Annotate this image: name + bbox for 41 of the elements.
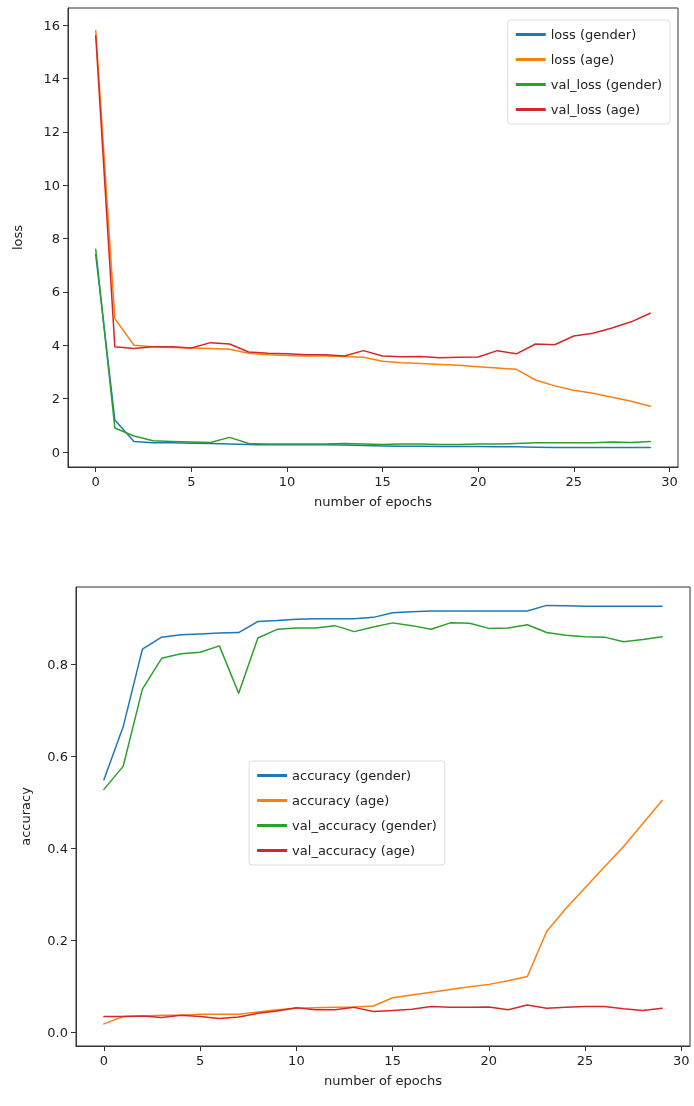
x-tick-label: 20 bbox=[469, 474, 487, 489]
x-tick-label: 20 bbox=[480, 1053, 498, 1068]
x-tick-label: 10 bbox=[288, 1053, 305, 1068]
legend-label: accuracy (age) bbox=[292, 793, 390, 808]
x-axis-title: number of epochs bbox=[324, 1073, 443, 1088]
y-tick-label: 16 bbox=[43, 17, 60, 33]
legend-label: val_accuracy (gender) bbox=[292, 818, 437, 833]
y-tick-label: 0 bbox=[51, 444, 60, 460]
x-tick-label: 0 bbox=[91, 474, 100, 489]
y-tick-label: 14 bbox=[43, 70, 60, 86]
y-tick-label: 0.0 bbox=[47, 1025, 68, 1041]
legend-label: accuracy (gender) bbox=[292, 768, 412, 783]
y-tick-label: 0.2 bbox=[47, 933, 68, 949]
y-tick-label: 6 bbox=[51, 284, 60, 300]
legend-label: val_accuracy (age) bbox=[292, 843, 416, 858]
x-tick-label: 30 bbox=[661, 474, 678, 489]
legend-label: loss (gender) bbox=[550, 27, 637, 42]
y-axis-title: accuracy bbox=[18, 786, 33, 846]
x-axis-title: number of epochs bbox=[314, 494, 433, 509]
y-tick-label: 10 bbox=[43, 177, 60, 193]
legend-label: loss (age) bbox=[550, 52, 615, 67]
y-tick-label: 8 bbox=[51, 231, 60, 247]
y-tick-label: 4 bbox=[51, 337, 60, 353]
legend-label: val_loss (gender) bbox=[550, 77, 663, 92]
y-tick-label: 12 bbox=[43, 124, 60, 140]
x-tick-label: 5 bbox=[196, 1053, 205, 1068]
x-tick-label: 25 bbox=[576, 1053, 594, 1068]
x-tick-label: 25 bbox=[565, 474, 583, 489]
x-tick-label: 30 bbox=[673, 1053, 690, 1068]
y-tick-label: 0.8 bbox=[47, 657, 68, 673]
x-tick-label: 15 bbox=[384, 1053, 401, 1068]
line-series bbox=[103, 1004, 663, 1020]
legend-label: val_loss (age) bbox=[550, 102, 641, 117]
y-axis-title: loss bbox=[10, 224, 25, 251]
x-tick-label: 15 bbox=[374, 474, 391, 489]
x-tick-label: 5 bbox=[187, 474, 196, 489]
y-tick-label: 2 bbox=[51, 391, 60, 407]
y-tick-label: 0.4 bbox=[47, 841, 68, 857]
y-tick-label: 0.6 bbox=[47, 749, 68, 765]
x-tick-label: 10 bbox=[278, 474, 296, 489]
x-tick-label: 0 bbox=[99, 1053, 109, 1068]
